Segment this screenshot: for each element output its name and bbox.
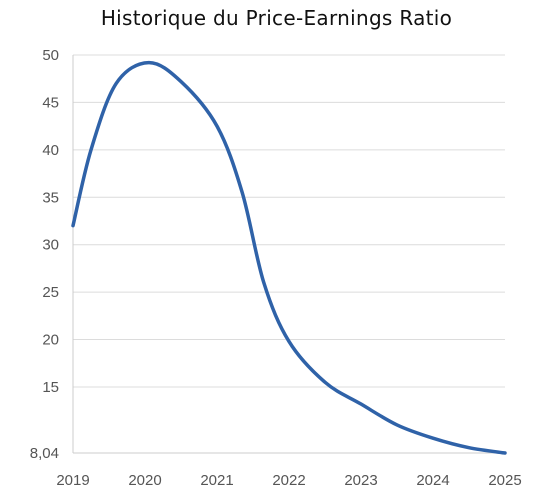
y-tick-label: 45 xyxy=(42,94,59,111)
x-tick-label: 2024 xyxy=(416,472,449,489)
y-tick-labels: 50 45 40 35 30 25 20 15 8,04 xyxy=(30,47,59,462)
y-tick-label: 30 xyxy=(42,237,59,254)
x-tick-labels: 2019 2020 2021 2022 2023 2024 2025 xyxy=(56,472,521,489)
series xyxy=(71,60,507,455)
y-tick-label: 8,04 xyxy=(30,445,59,462)
y-tick-label: 40 xyxy=(42,142,59,159)
x-tick-label: 2025 xyxy=(488,472,521,489)
chart-title: Historique du Price-Earnings Ratio xyxy=(100,6,453,30)
axes xyxy=(72,55,505,454)
y-tick-label: 20 xyxy=(42,332,59,349)
y-tick-label: 50 xyxy=(42,47,59,64)
x-tick-label: 2021 xyxy=(200,472,233,489)
y-tick-label: 35 xyxy=(42,189,59,206)
y-tick-label: 15 xyxy=(42,379,59,396)
series-line xyxy=(71,60,507,455)
x-tick-label: 2019 xyxy=(56,472,89,489)
x-tick-label: 2023 xyxy=(344,472,377,489)
grid xyxy=(73,54,505,454)
x-tick-label: 2022 xyxy=(272,472,305,489)
y-tick-label: 25 xyxy=(42,284,59,301)
x-tick-label: 2020 xyxy=(128,472,161,489)
